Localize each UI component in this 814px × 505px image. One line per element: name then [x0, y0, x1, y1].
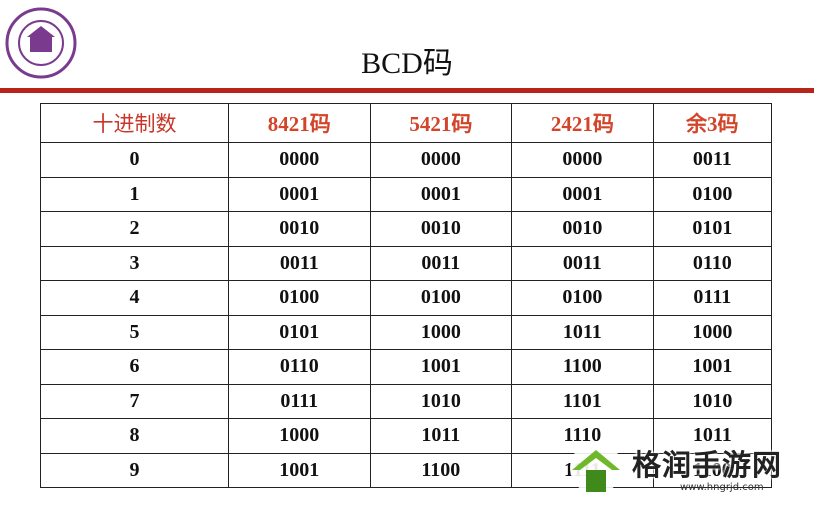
- table-row: 3 0011 0011 0011 0110: [40, 245, 773, 281]
- table-cell: 1000: [228, 418, 371, 454]
- table-cell: 3: [40, 245, 229, 281]
- table-cell: 1011: [369, 418, 513, 454]
- header-row: 十进制数 8421码 5421码 2421码 余3码: [40, 103, 773, 143]
- column-header: 十进制数: [40, 103, 229, 143]
- table-cell: 0101: [228, 314, 371, 350]
- table-cell: 1001: [652, 349, 773, 385]
- table-cell: 9: [40, 452, 229, 488]
- table-cell: 0000: [511, 142, 654, 178]
- table-cell: 1100: [511, 349, 654, 385]
- table-cell: 0100: [652, 176, 773, 212]
- title-rule: [0, 88, 814, 93]
- table-cell: 0110: [228, 349, 371, 385]
- table-cell: 0: [40, 142, 229, 178]
- watermark: 格润手游网 www.hngrjd.com: [562, 436, 814, 500]
- table-cell: 0010: [511, 211, 654, 247]
- table-cell: 0111: [228, 383, 371, 419]
- table-cell: 7: [40, 383, 229, 419]
- table-cell: 5: [40, 314, 229, 350]
- table-cell: 0110: [652, 245, 773, 281]
- table-cell: 1010: [652, 383, 773, 419]
- table-cell: 0010: [228, 211, 371, 247]
- table-cell: 1000: [369, 314, 513, 350]
- watermark-name: 格润手游网: [632, 448, 783, 482]
- table-row: 2 0010 0010 0010 0101: [40, 211, 773, 247]
- table-cell: 0010: [369, 211, 513, 247]
- table-cell: 0111: [652, 280, 773, 316]
- table-cell: 1001: [369, 349, 513, 385]
- table-cell: 0001: [511, 176, 654, 212]
- slide-title: BCD码: [361, 47, 453, 80]
- table-row: 5 0101 1000 1011 1000: [40, 314, 773, 350]
- table-cell: 1100: [652, 452, 773, 488]
- watermark-url: www.hngrjd.com: [680, 482, 764, 493]
- table-row: 7 0111 1010 1101 1010: [40, 383, 773, 419]
- bcd-table: 十进制数 8421码 5421码 2421码 余3码 0 0000 0000 0000 0011…: [40, 103, 773, 488]
- table-cell: 0011: [511, 245, 654, 281]
- table-cell: 1010: [369, 383, 513, 419]
- table-cell: 1000: [652, 314, 773, 350]
- column-header: 2421码: [511, 103, 654, 143]
- table-cell: 0100: [369, 280, 513, 316]
- column-header: 8421码: [228, 103, 371, 143]
- table-cell: 2: [40, 211, 229, 247]
- table-body: 0 0000 0000 0000 0011 1 0001 0001 0001 0100 2 0010 0…: [40, 142, 773, 488]
- table-cell: 0000: [369, 142, 513, 178]
- table-cell: 0100: [511, 280, 654, 316]
- table-row: 4 0100 0100 0100 0111: [40, 280, 773, 316]
- table-cell: 0001: [228, 176, 371, 212]
- table-cell: 8: [40, 418, 229, 454]
- watermark-icon: [570, 442, 622, 494]
- table-cell: 0011: [228, 245, 371, 281]
- table-cell: 1011: [652, 418, 773, 454]
- table-cell: 1011: [511, 314, 654, 350]
- table-cell: 0000: [228, 142, 371, 178]
- table-row: 1 0001 0001 0001 0100: [40, 176, 773, 212]
- table-cell: 0011: [652, 142, 773, 178]
- table-cell: 0001: [369, 176, 513, 212]
- table-cell: 4: [40, 280, 229, 316]
- table-cell: 1: [40, 176, 229, 212]
- column-header: 5421码: [369, 103, 513, 143]
- table-cell: 0100: [228, 280, 371, 316]
- table-cell: 6: [40, 349, 229, 385]
- table-cell: 1001: [228, 452, 371, 488]
- university-logo: [5, 7, 77, 79]
- table-row: 6 0110 1001 1100 1001: [40, 349, 773, 385]
- column-header: 余3码: [652, 103, 773, 143]
- table-cell: 0101: [652, 211, 773, 247]
- table-cell: 0011: [369, 245, 513, 281]
- table-row: 8 1000 1011 1110 1011: [40, 418, 773, 454]
- table-row: 0 0000 0000 0000 0011: [40, 142, 773, 178]
- table-cell: 1100: [369, 452, 513, 488]
- table-cell: 1101: [511, 383, 654, 419]
